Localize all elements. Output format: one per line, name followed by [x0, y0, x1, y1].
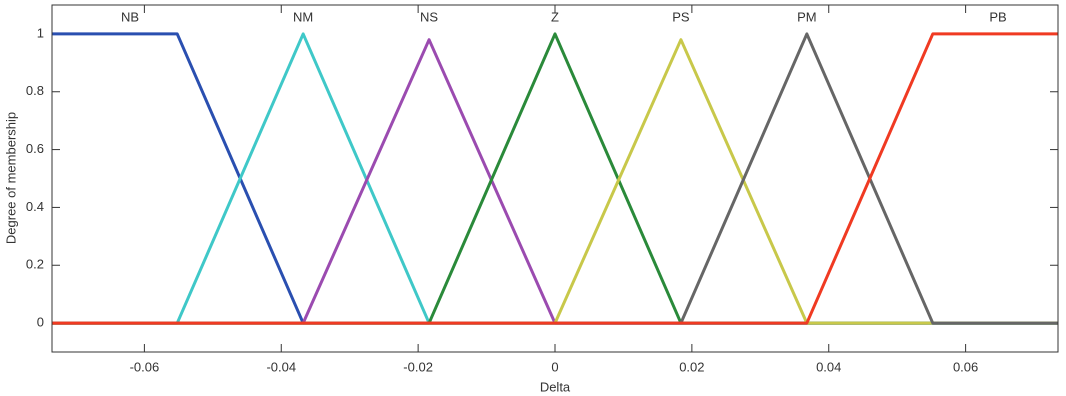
series-label: PM [797, 9, 817, 24]
x-tick-label: 0.02 [679, 359, 704, 374]
y-tick-label: 0.4 [26, 199, 44, 214]
series-label: PS [672, 9, 690, 24]
y-tick-label: 0 [37, 315, 44, 330]
x-tick-label: -0.06 [130, 359, 160, 374]
y-tick-label: 0.8 [26, 83, 44, 98]
y-tick-label: 0.2 [26, 257, 44, 272]
x-tick-label: 0.04 [816, 359, 841, 374]
series-label: PB [989, 9, 1006, 24]
y-axis-label: Degree of membership [3, 112, 18, 244]
x-tick-label: 0 [551, 359, 558, 374]
series-label: NS [420, 9, 438, 24]
y-tick-label: 1 [37, 25, 44, 40]
x-tick-label: -0.04 [266, 359, 296, 374]
x-tick-label: -0.02 [403, 359, 433, 374]
plot-area [52, 5, 1058, 352]
series-label: NM [293, 9, 313, 24]
series-label: NB [121, 9, 139, 24]
plot-frame [51, 4, 1059, 353]
membership-line [52, 32, 1058, 325]
y-tick-label: 0.6 [26, 141, 44, 156]
x-axis-label: Delta [540, 379, 571, 394]
series-label: Z [551, 9, 559, 24]
x-tick-label: 0.06 [953, 359, 978, 374]
